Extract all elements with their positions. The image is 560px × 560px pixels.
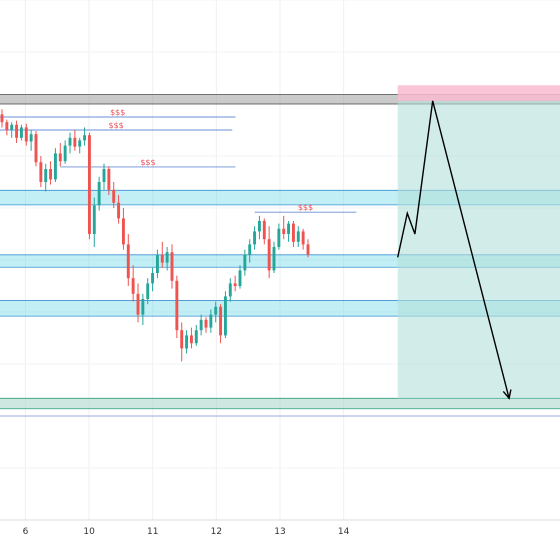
candle-body — [10, 124, 14, 130]
projected-path-arrowhead — [502, 389, 512, 400]
candle-body — [165, 252, 169, 263]
candle-body — [228, 283, 232, 297]
candle-body — [44, 169, 48, 182]
candle-body — [272, 247, 276, 271]
candle-body — [257, 221, 261, 232]
candle-body — [267, 239, 271, 271]
candle-body — [19, 127, 23, 138]
x-tick-label-10: 10 — [83, 527, 95, 537]
candle-body — [83, 135, 87, 141]
liquidity-label-4: $$$ — [298, 203, 313, 212]
candle-body — [34, 134, 38, 163]
candle-body — [170, 252, 174, 281]
candle-body — [204, 319, 208, 328]
x-tick-label-12: 12 — [211, 527, 222, 537]
candle-body — [243, 254, 247, 271]
candle-body — [97, 182, 101, 206]
candle-body — [117, 202, 121, 219]
candles — [0, 109, 310, 362]
candle-body — [223, 296, 227, 336]
liquidity-label-3: $$$ — [140, 158, 155, 167]
x-tick-label-6: 6 — [23, 527, 29, 537]
candle-body — [180, 330, 184, 349]
candle-body — [282, 228, 286, 234]
candle-body — [262, 221, 266, 240]
candle-body — [277, 228, 281, 247]
candle-body — [253, 231, 257, 245]
candle-body — [29, 134, 33, 142]
candle-body — [107, 169, 111, 190]
candle-body — [287, 223, 291, 234]
candle-body — [112, 189, 116, 203]
candle-body — [185, 335, 189, 349]
stop-loss-box — [397, 85, 560, 101]
candle-body — [49, 169, 53, 180]
candle-body — [131, 278, 135, 294]
candle-body — [73, 137, 77, 147]
candle-body — [291, 223, 295, 242]
candle-body — [63, 145, 67, 162]
liquidity-label-1: $$$ — [110, 108, 125, 117]
candle-body — [155, 254, 159, 273]
candle-body — [175, 280, 179, 331]
x-tick-label-11: 11 — [147, 527, 158, 537]
candle-body — [87, 135, 91, 234]
candle-body — [102, 169, 106, 182]
candle-body — [92, 205, 96, 234]
candle-body — [0, 114, 4, 123]
x-tick-label-13: 13 — [274, 527, 285, 537]
candle-body — [301, 231, 305, 245]
projected-path[interactable] — [397, 100, 512, 400]
liquidity-levels: $$$ $$$ $$$ $$$ — [0, 108, 357, 213]
projected-path-line — [397, 100, 510, 399]
candle-body — [194, 330, 198, 344]
candle-body — [233, 283, 237, 286]
candle-body — [5, 122, 9, 130]
candle-body — [199, 319, 203, 331]
candle-body — [160, 254, 164, 263]
candle-body — [39, 162, 43, 182]
candle-body — [209, 314, 213, 328]
candle-body — [296, 231, 300, 242]
candle-body — [15, 124, 19, 138]
candle-body — [219, 306, 223, 336]
candle-body — [78, 140, 82, 147]
candle-body — [141, 299, 145, 315]
liquidity-label-2: $$$ — [108, 121, 123, 130]
x-tick-label-14: 14 — [338, 527, 350, 537]
candle-body — [248, 244, 252, 255]
candle-body — [58, 153, 62, 162]
candle-body — [121, 218, 125, 245]
candle-body — [238, 270, 242, 286]
candle-body — [24, 127, 28, 142]
position-tool[interactable] — [397, 85, 560, 399]
candle-body — [214, 306, 218, 315]
resistance-zone — [0, 94, 560, 104]
x-axis: 6 10 11 12 13 14 — [0, 519, 560, 537]
take-profit-box — [397, 100, 560, 399]
candle-body — [189, 335, 193, 344]
candle-body — [146, 283, 150, 299]
target-zone — [0, 398, 560, 409]
candle-body — [53, 153, 57, 180]
candle-body — [136, 293, 140, 315]
candle-body — [151, 273, 155, 284]
candle-body — [126, 244, 130, 279]
candle-body — [68, 137, 72, 146]
candle-body — [306, 244, 310, 255]
